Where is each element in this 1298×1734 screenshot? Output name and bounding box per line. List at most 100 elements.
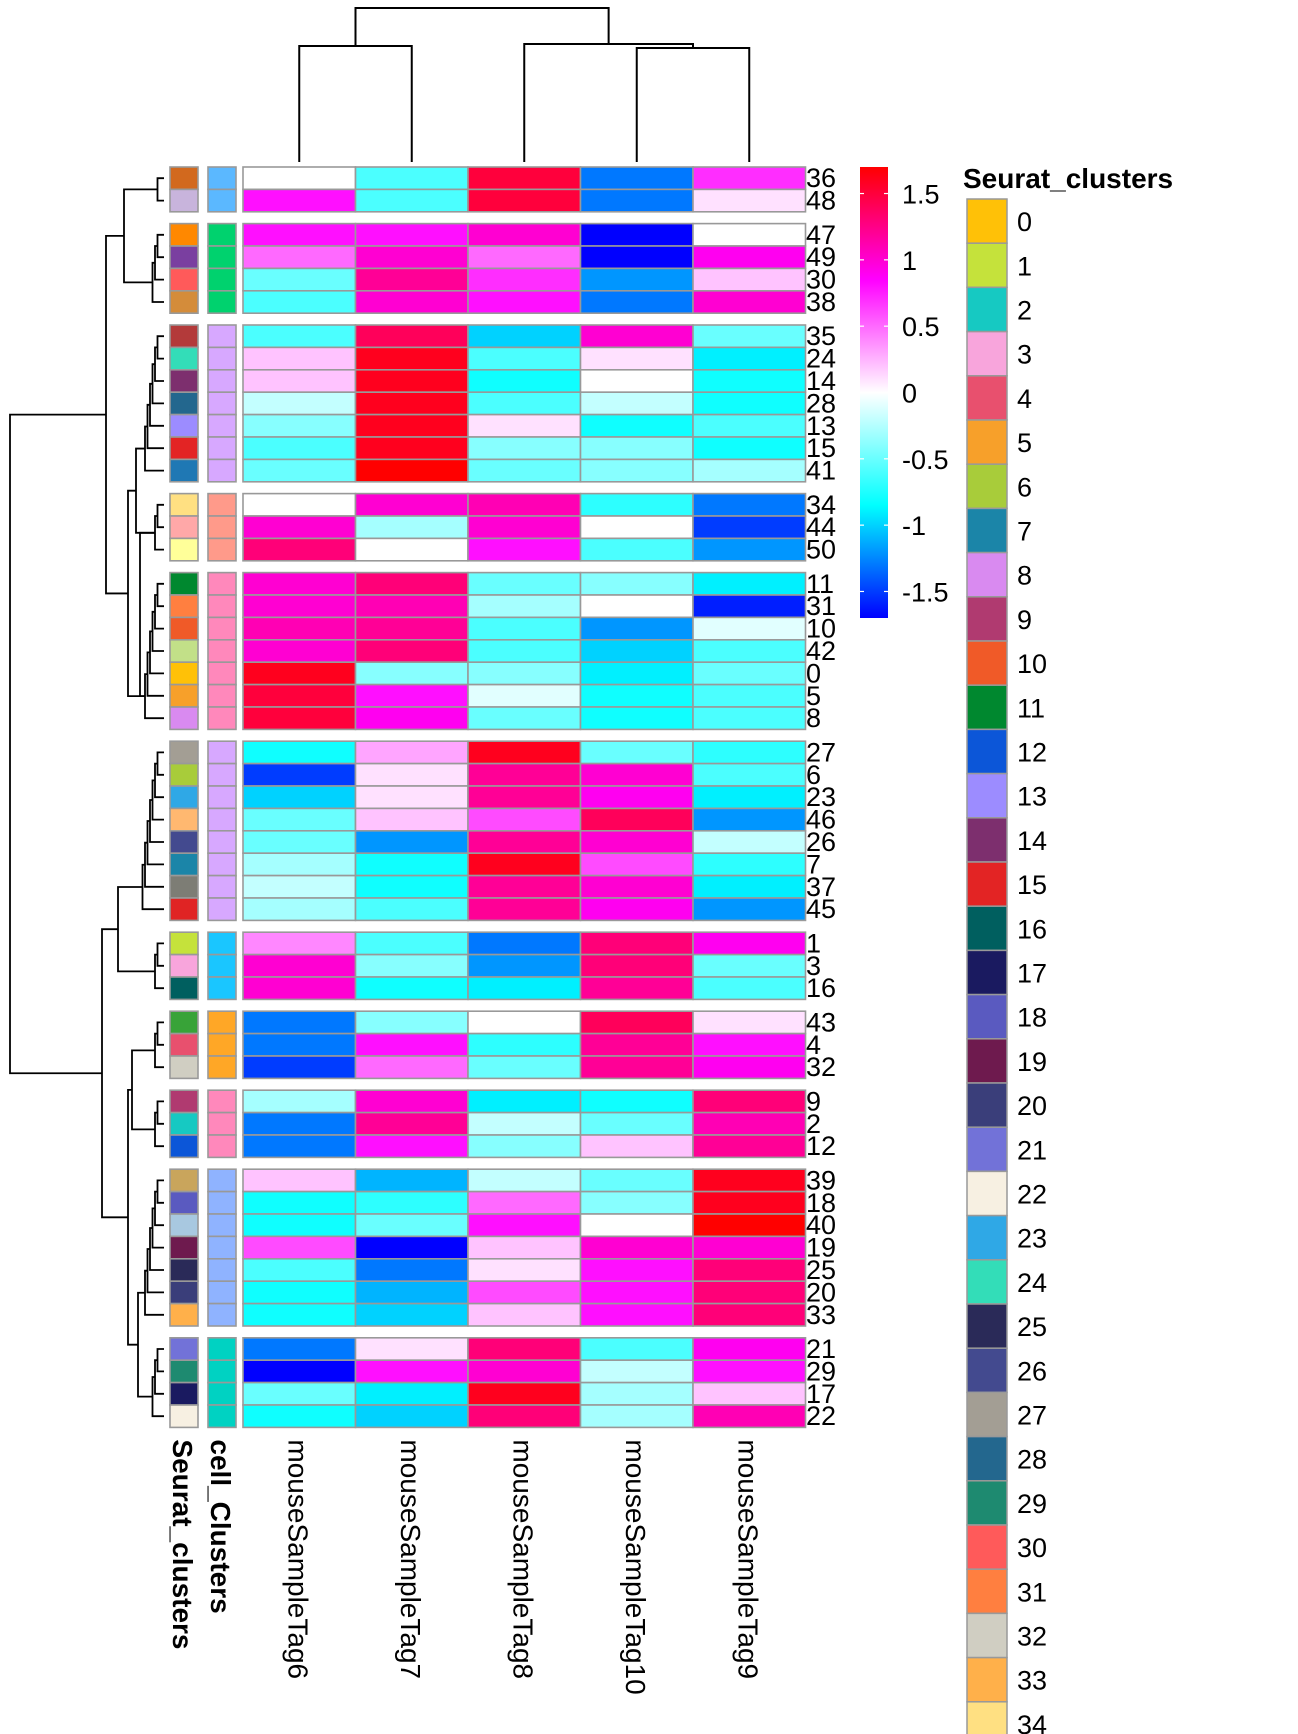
scale-tick-label: 1 (902, 246, 917, 276)
seurat-cluster-annotation-cell (169, 537, 199, 562)
legend-swatch (966, 861, 1008, 907)
cell-cluster-annotation-cell (207, 458, 237, 483)
row-label: 16 (806, 973, 836, 1003)
legend-swatch (966, 949, 1008, 996)
heatmap-cell (579, 289, 694, 314)
heatmap-cell (467, 1381, 582, 1406)
dendrogram-branch (154, 953, 164, 990)
heatmap-cell (579, 267, 694, 292)
heatmap-cell (579, 1111, 694, 1136)
heatmap-cell (692, 289, 807, 314)
heatmap-cells (242, 166, 807, 1429)
heatmap-cell (242, 785, 357, 810)
seurat-cluster-annotation-cell (169, 785, 199, 810)
row-label: 38 (806, 287, 836, 317)
row-label: 39 (806, 1165, 836, 1195)
heatmap-cell (467, 683, 582, 708)
heatmap-cell (354, 852, 469, 877)
row-label: 35 (806, 321, 836, 351)
cell-cluster-annotation-cell (207, 1089, 237, 1114)
heatmap-cell (354, 740, 469, 765)
legend-swatch (966, 905, 1008, 952)
column-labels: Seurat_clusters cell_Clusters mouseSampleT… (167, 1439, 763, 1694)
legend-swatch (966, 596, 1008, 642)
heatmap-cell (467, 1280, 582, 1305)
seurat-cluster-annotation-cell (169, 976, 199, 1001)
dendrogram-branch (127, 1089, 138, 1346)
cell-cluster-annotation-cell (207, 515, 237, 540)
cell-cluster-annotation-cell (207, 1258, 237, 1283)
cell-cluster-annotation-cell (207, 1111, 237, 1136)
legend-swatch (966, 1214, 1008, 1261)
seurat-cluster-annotation-cell (169, 953, 199, 978)
seurat-cluster-annotation-cell (169, 616, 199, 641)
heatmap-cell (242, 458, 357, 483)
cell-cluster-annotation-cell (207, 1055, 237, 1080)
heatmap-cell (354, 1337, 469, 1362)
row-label: 0 (806, 658, 821, 688)
heatmap-cell (467, 874, 582, 899)
heatmap-cell (354, 324, 469, 349)
heatmap-cell (579, 638, 694, 663)
heatmap-cell (354, 245, 469, 270)
heatmap-cell (579, 661, 694, 686)
dendrogram-branch (156, 335, 164, 360)
row-label: 19 (806, 1233, 836, 1263)
cell-cluster-annotation-cell (207, 953, 237, 978)
heatmap-cell (354, 683, 469, 708)
seurat-cluster-annotation-cell (169, 1258, 199, 1283)
heatmap-cell (354, 515, 469, 540)
heatmap-cell (354, 413, 469, 438)
cell-cluster-annotation-cell (207, 245, 237, 270)
heatmap-cell (467, 289, 582, 314)
legend-swatch (966, 1303, 1008, 1349)
column-label: mouseSampleTag8 (507, 1439, 538, 1679)
dendrogram-branch (156, 503, 164, 529)
heatmap-cell (242, 852, 357, 877)
heatmap-cell (692, 267, 807, 292)
row-label: 17 (806, 1379, 836, 1409)
heatmap-cell (692, 1089, 807, 1114)
heatmap-cell (242, 953, 357, 978)
legend-label: 26 (1017, 1356, 1047, 1386)
legend-label: 31 (1017, 1577, 1047, 1607)
seurat-cluster-annotation-cell (169, 413, 199, 438)
heatmap-cell (692, 953, 807, 978)
heatmap-cell (579, 1404, 694, 1429)
heatmap-cell (242, 1337, 357, 1362)
seurat-cluster-annotation-cell (169, 368, 199, 393)
heatmap-cell (467, 245, 582, 270)
legend-label: 3 (1017, 340, 1032, 370)
legend-swatch (966, 1568, 1008, 1615)
seurat-cluster-annotation-cell (169, 1010, 199, 1035)
seurat-cluster-annotation-cell (169, 188, 199, 213)
heatmap-cell (467, 1111, 582, 1136)
legend-swatch (966, 993, 1008, 1040)
legend-label: 0 (1017, 207, 1032, 237)
row-label: 25 (806, 1255, 836, 1285)
dendrogram-branch (156, 751, 164, 776)
heatmap-cell (579, 571, 694, 596)
heatmap-cell (467, 1213, 582, 1238)
cell-cluster-annotation-cell (207, 661, 237, 686)
heatmap-cell (467, 1359, 582, 1384)
heatmap-cell (692, 1404, 807, 1429)
seurat-cluster-annotation-cell (169, 166, 199, 191)
heatmap-cell (354, 458, 469, 483)
heatmap-cell (579, 1213, 694, 1238)
dendrogram-branch (156, 1100, 164, 1125)
legend-swatch (966, 1170, 1008, 1217)
legend-label: 15 (1017, 870, 1047, 900)
heatmap-cell (579, 166, 694, 191)
row-label: 33 (806, 1300, 836, 1330)
heatmap-cell (242, 1055, 357, 1080)
legend-label: 21 (1017, 1135, 1047, 1165)
heatmap-cell (579, 1032, 694, 1057)
seurat-cluster-annotation-cell (169, 1032, 199, 1057)
heatmap-cell (242, 740, 357, 765)
color-scale-legend: 1.5 1 0.5 0 -0.5 -1 -1.5 (860, 167, 949, 618)
heatmap-cell (242, 762, 357, 787)
row-label: 10 (806, 614, 836, 644)
row-label: 21 (806, 1334, 836, 1364)
